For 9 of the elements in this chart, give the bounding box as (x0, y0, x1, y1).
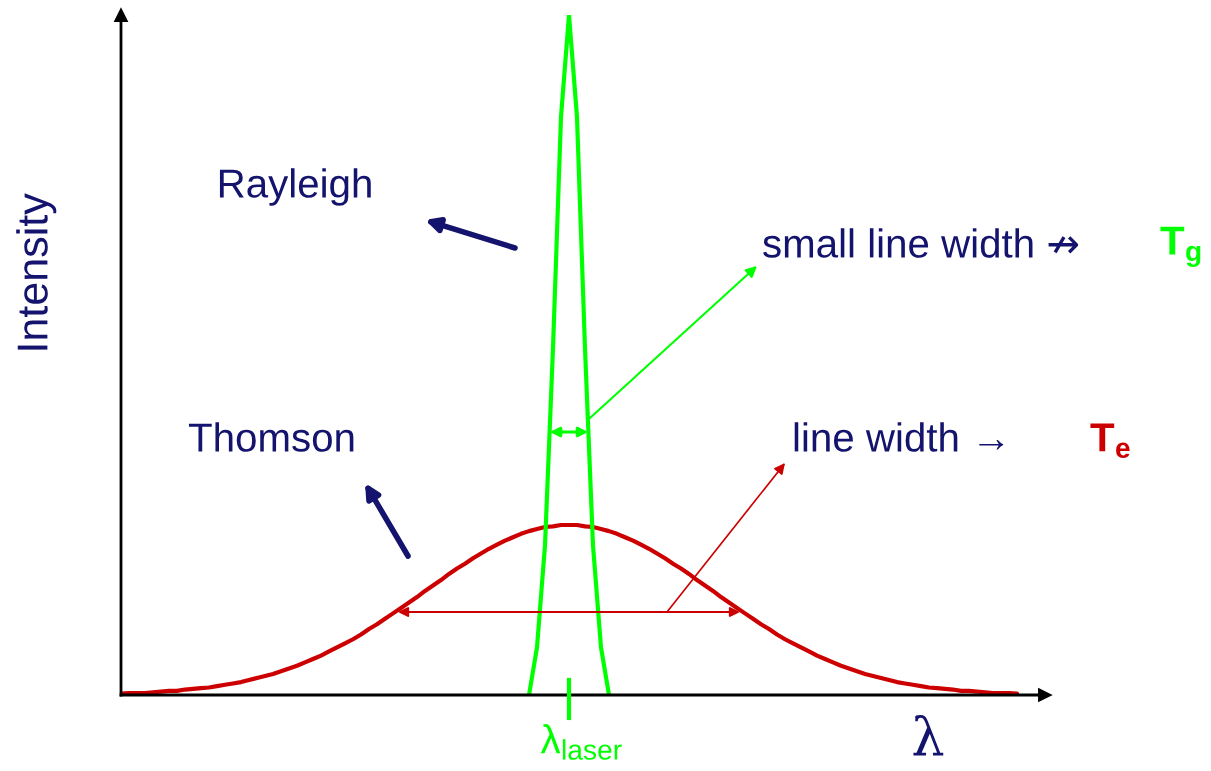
text: T$_{e}$ (1090, 423, 1130, 458)
annotation: line width → (794, 422, 1004, 452)
x-axis-title: λ (913, 715, 944, 756)
text: λ$_{laser}$ (540, 724, 622, 760)
annotation: Thomson (188, 422, 354, 452)
annotation: small line width ↛ (763, 228, 1079, 258)
text: T$_{g}$ (1160, 226, 1201, 267)
y-axis-title: Intensity (16, 193, 57, 350)
annotation: Rayleigh (219, 168, 371, 206)
